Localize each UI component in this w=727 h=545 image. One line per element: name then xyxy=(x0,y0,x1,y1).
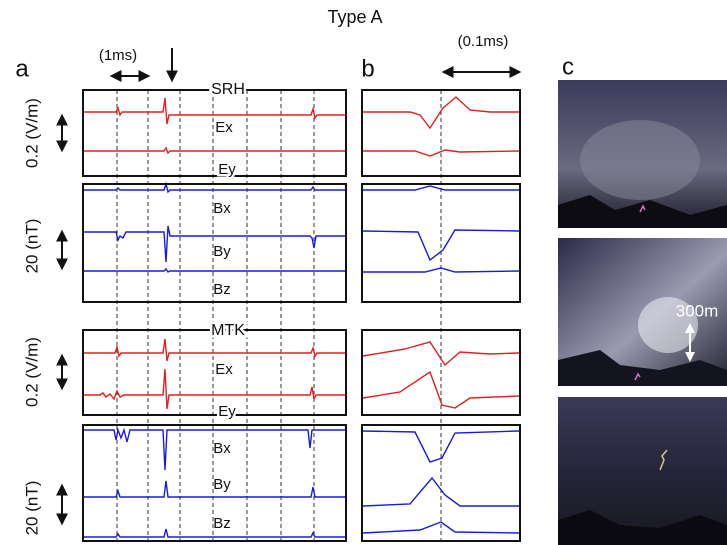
station-name: MTK xyxy=(211,322,245,339)
time-gridlines xyxy=(116,90,442,541)
axes-box xyxy=(82,329,347,416)
axes-box xyxy=(361,329,521,416)
amplitude-scale: 20 (nT) xyxy=(22,481,41,536)
component-label: Ey xyxy=(218,161,236,178)
component-label: Ey xyxy=(218,403,236,420)
time-scale: (1ms) xyxy=(99,47,137,64)
panel-label: c xyxy=(562,53,574,80)
axes-box xyxy=(361,424,521,542)
station-name: SRH xyxy=(211,81,245,98)
amplitude-scale: 20 (nT) xyxy=(22,219,41,274)
component-label: Bx xyxy=(213,200,231,217)
time-scale: (0.1ms) xyxy=(458,33,509,50)
waveforms-b xyxy=(362,96,520,534)
axes-box xyxy=(82,89,347,177)
component-label: By xyxy=(213,476,231,493)
component-label: Bx xyxy=(213,440,231,457)
axes-box xyxy=(361,89,521,177)
photo xyxy=(558,397,727,545)
photo xyxy=(558,238,727,386)
component-label: Ex xyxy=(215,361,233,378)
component-label: By xyxy=(213,243,231,260)
photo xyxy=(558,80,727,228)
amplitude-scale: 0.2 (V/m) xyxy=(22,337,41,407)
component-label: Bz xyxy=(213,281,231,298)
panel-label: a xyxy=(15,55,29,82)
component-label: Ex xyxy=(215,119,233,136)
axes-box xyxy=(82,424,347,542)
title: Type A xyxy=(327,7,382,27)
waveforms-a xyxy=(84,97,345,538)
axes-box xyxy=(82,183,347,303)
distance-scale: 300m xyxy=(676,301,719,320)
component-label: Bz xyxy=(213,515,231,532)
panel-label: b xyxy=(361,55,374,82)
axes-box xyxy=(361,183,521,303)
amplitude-scale: 0.2 (V/m) xyxy=(22,98,41,168)
